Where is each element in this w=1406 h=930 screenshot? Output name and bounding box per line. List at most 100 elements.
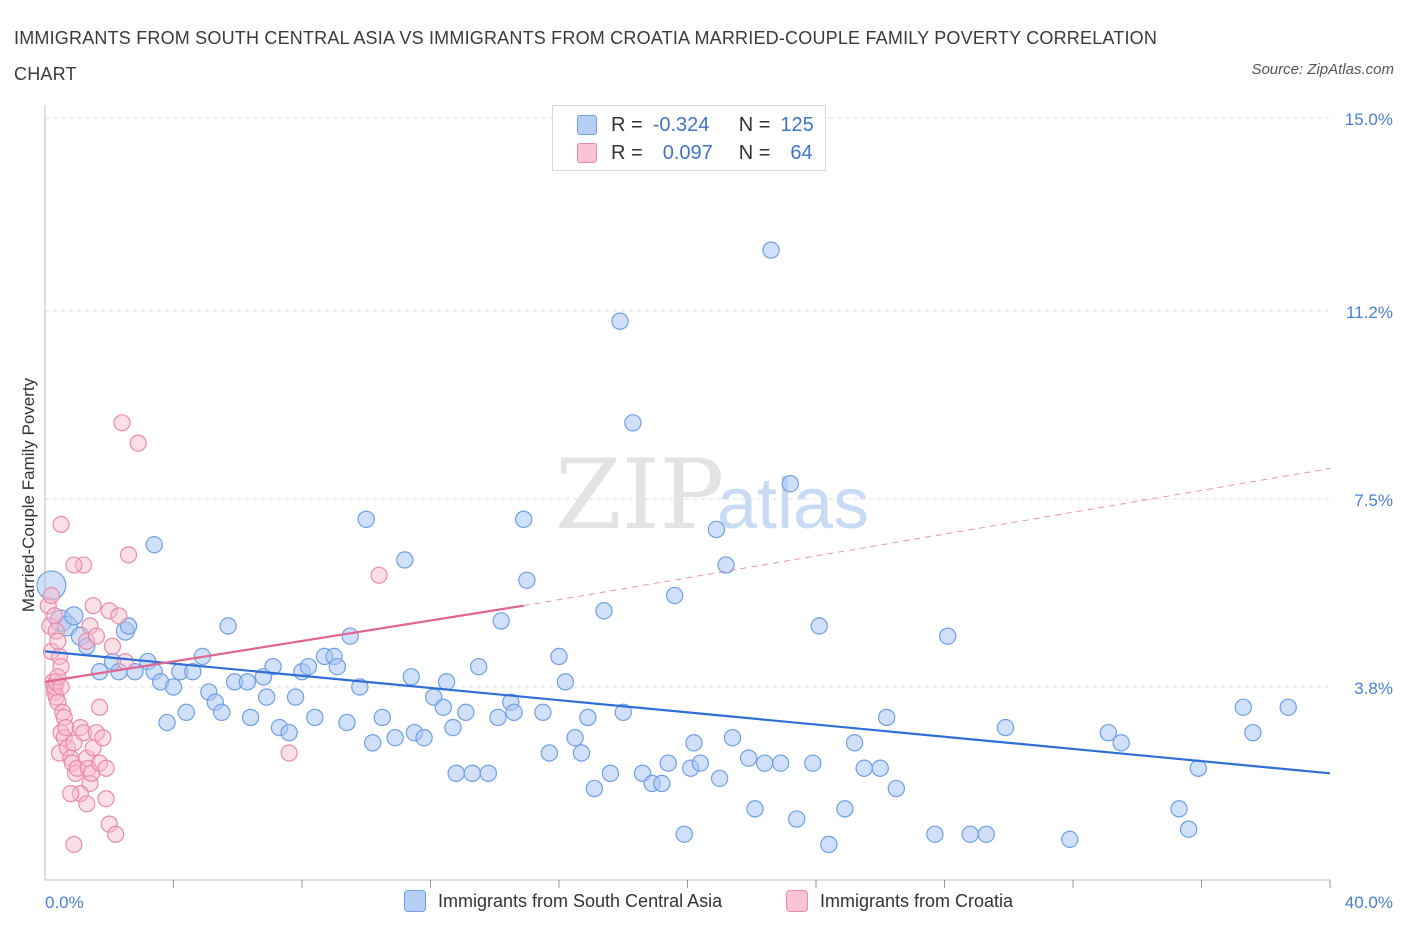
- point-south-central-asia: [351, 678, 369, 696]
- point-south-central-asia: [804, 754, 822, 772]
- point-south-central-asia: [685, 734, 703, 752]
- point-croatia: [81, 617, 99, 635]
- point-south-central-asia: [341, 627, 359, 645]
- point-south-central-asia: [601, 764, 620, 783]
- series-legend-label: Immigrants from Croatia: [820, 890, 1014, 911]
- point-south-central-asia: [396, 551, 414, 569]
- y-tick-label: 3.8%: [1354, 679, 1393, 698]
- trend-line-south-central-asia: [44, 650, 1331, 775]
- point-south-central-asia: [357, 510, 375, 529]
- point-croatia: [42, 586, 61, 605]
- point-south-central-asia: [836, 800, 854, 818]
- point-croatia: [94, 729, 112, 747]
- point-south-central-asia: [518, 571, 536, 589]
- point-south-central-asia: [264, 657, 282, 676]
- point-croatia: [52, 678, 70, 696]
- point-croatia: [78, 795, 96, 813]
- watermark: ZIP atlas: [555, 439, 869, 551]
- point-south-central-asia: [1061, 830, 1079, 849]
- point-south-central-asia: [710, 769, 729, 788]
- point-croatia: [370, 566, 388, 584]
- point-croatia: [52, 658, 70, 676]
- trend-lines: [44, 468, 1331, 775]
- point-croatia: [49, 632, 67, 650]
- point-south-central-asia: [434, 698, 453, 716]
- point-south-central-asia: [212, 703, 231, 722]
- point-south-central-asia: [219, 617, 237, 635]
- point-south-central-asia: [1244, 723, 1262, 742]
- series-legend-item-pink: Immigrants from Croatia: [786, 890, 1013, 912]
- point-south-central-asia: [611, 312, 629, 330]
- point-croatia: [97, 759, 115, 777]
- correlation-legend: R = -0.324 N = 125 R = 0.097 N = 64: [552, 105, 826, 171]
- point-south-central-asia: [1179, 820, 1198, 838]
- point-south-central-asia: [386, 729, 404, 747]
- legend-n-label: N =: [738, 141, 771, 164]
- chart-title: IMMIGRANTS FROM SOUTH CENTRAL ASIA VS IM…: [14, 28, 1158, 84]
- point-croatia: [87, 627, 106, 645]
- point-south-central-asia: [810, 617, 828, 635]
- legend-n-label: N =: [738, 113, 771, 136]
- point-south-central-asia: [614, 703, 632, 722]
- point-south-central-asia: [1112, 734, 1130, 752]
- point-south-central-asia: [707, 520, 726, 539]
- point-south-central-asia: [64, 606, 84, 626]
- point-south-central-asia: [463, 764, 481, 783]
- point-croatia: [110, 607, 128, 625]
- legend-swatch-blue: [577, 115, 597, 135]
- point-croatia: [129, 434, 147, 452]
- point-south-central-asia: [505, 703, 523, 722]
- x-tick-min: 0.0%: [45, 893, 84, 912]
- point-south-central-asia: [328, 657, 347, 676]
- point-south-central-asia: [286, 688, 305, 706]
- series-legend-swatch-blue: [404, 890, 426, 912]
- point-south-central-asia: [585, 779, 604, 798]
- point-croatia: [74, 724, 93, 742]
- axes: [44, 105, 1331, 888]
- point-croatia: [119, 546, 138, 564]
- point-croatia: [103, 637, 122, 655]
- point-south-central-asia: [373, 708, 392, 727]
- point-croatia: [97, 790, 115, 808]
- point-south-central-asia: [996, 718, 1015, 737]
- point-south-central-asia: [534, 703, 552, 722]
- series-legend-item-blue: Immigrants from South Central Asia: [404, 890, 722, 912]
- legend-row-pink: R = 0.097 N = 64: [577, 141, 813, 165]
- point-south-central-asia: [579, 708, 597, 727]
- point-south-central-asia: [1279, 698, 1297, 716]
- point-south-central-asia: [977, 825, 995, 843]
- point-south-central-asia: [665, 586, 684, 605]
- point-south-central-asia: [624, 414, 642, 432]
- series-legend-swatch-pink: [786, 890, 808, 912]
- point-south-central-asia: [771, 754, 790, 772]
- point-croatia: [57, 718, 75, 737]
- point-croatia: [39, 597, 57, 615]
- legend-r-label: R =: [611, 141, 643, 164]
- legend-r-label: R =: [611, 113, 643, 136]
- point-south-central-asia: [415, 729, 433, 747]
- point-south-central-asia: [675, 825, 693, 843]
- point-south-central-asia: [659, 754, 677, 772]
- point-south-central-asia: [447, 764, 465, 783]
- point-south-central-asia: [691, 754, 710, 772]
- point-south-central-asia: [788, 810, 806, 828]
- point-south-central-asia: [306, 708, 324, 727]
- gridlines: [45, 117, 1330, 688]
- legend-swatch-pink: [577, 143, 597, 163]
- y-tick-label: 7.5%: [1354, 491, 1393, 510]
- point-south-central-asia: [961, 825, 979, 843]
- point-south-central-asia: [164, 678, 183, 696]
- point-south-central-asia: [739, 749, 758, 767]
- point-south-central-asia: [871, 759, 889, 777]
- point-croatia: [100, 815, 118, 833]
- point-croatia: [65, 835, 83, 854]
- point-south-central-asia: [1189, 759, 1207, 777]
- point-south-central-asia: [457, 703, 475, 722]
- y-tick-label: 15.0%: [1345, 110, 1393, 129]
- point-south-central-asia: [299, 657, 318, 676]
- point-south-central-asia: [469, 657, 488, 676]
- point-south-central-asia: [158, 713, 176, 732]
- point-south-central-asia: [145, 536, 163, 554]
- point-south-central-asia: [177, 703, 196, 722]
